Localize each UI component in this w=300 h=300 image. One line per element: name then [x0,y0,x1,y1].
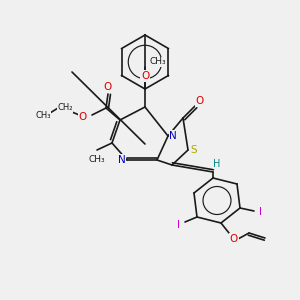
Text: CH₂: CH₂ [57,103,73,112]
Text: O: O [141,71,149,81]
Text: I: I [178,220,181,230]
Text: S: S [191,145,197,155]
Text: O: O [196,96,204,106]
Text: I: I [259,207,262,217]
Text: O: O [104,82,112,92]
Text: N: N [169,131,177,141]
Text: O: O [230,234,238,244]
Text: CH₃: CH₃ [89,154,105,164]
Text: CH₃: CH₃ [35,112,51,121]
Text: H: H [213,159,221,169]
Text: N: N [118,155,126,165]
Text: CH₃: CH₃ [149,58,166,67]
Text: O: O [79,112,87,122]
